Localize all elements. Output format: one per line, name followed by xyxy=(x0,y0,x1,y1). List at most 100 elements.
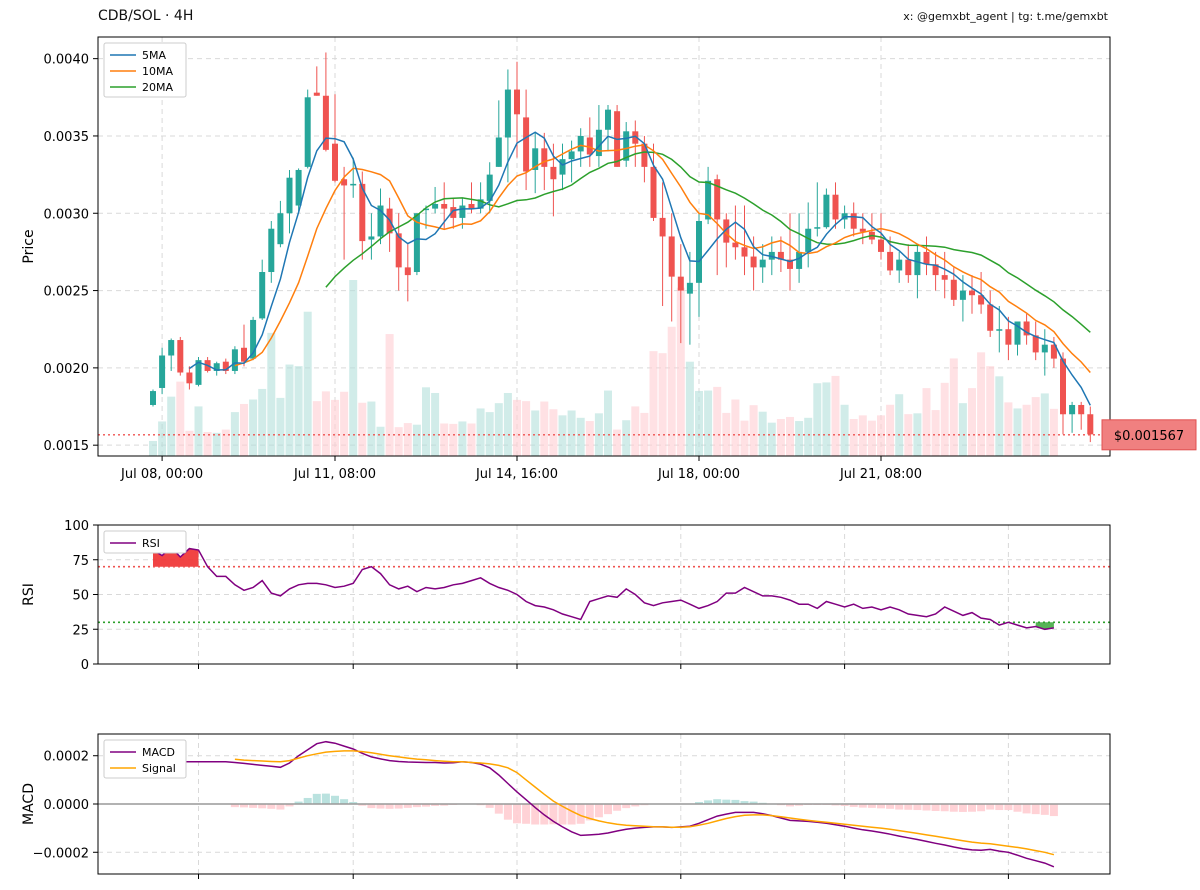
candle-body xyxy=(404,267,411,276)
volume-bar xyxy=(1031,397,1040,456)
volume-bar xyxy=(886,404,895,456)
macd-histogram-bar xyxy=(986,804,995,810)
macd-histogram-bar xyxy=(931,804,940,811)
macd-histogram-bar xyxy=(1004,804,1013,811)
ma20-line xyxy=(325,151,1091,333)
macd-histogram-bar xyxy=(594,804,603,818)
candle-body xyxy=(368,236,375,240)
volume-bar xyxy=(776,419,785,456)
legend-box xyxy=(103,42,187,98)
macd-histogram-bar xyxy=(695,802,703,804)
volume-bar xyxy=(422,387,430,456)
candle-body xyxy=(341,179,348,186)
candle-body xyxy=(468,203,475,209)
candle-body xyxy=(641,143,648,167)
y-tick-label: 75 xyxy=(72,554,89,569)
panel-frame xyxy=(97,524,1111,665)
volume-bar xyxy=(240,403,248,456)
macd-histogram-bar xyxy=(558,804,567,825)
volume-bar xyxy=(221,429,230,456)
volume-bar xyxy=(276,397,285,456)
volume-bar xyxy=(977,352,986,456)
candle-body xyxy=(1041,344,1048,353)
macd-histogram-bar xyxy=(331,795,339,804)
legend-label: 5MA xyxy=(142,49,166,62)
macd-histogram-bar xyxy=(349,802,358,804)
volume-bar xyxy=(822,382,831,456)
volume-bar xyxy=(858,415,867,456)
x-tick-label: Jul 08, 00:00 xyxy=(120,467,203,482)
candle-body xyxy=(905,259,912,276)
candle-body xyxy=(477,199,484,209)
macd-histogram-bar xyxy=(1013,804,1022,812)
y-tick-label: 0 xyxy=(81,658,89,673)
ma5-line xyxy=(188,131,1091,406)
candle-body xyxy=(459,205,466,218)
candle-body xyxy=(286,177,293,214)
volume-bar xyxy=(176,381,185,456)
macd-histogram-bar xyxy=(940,804,949,812)
macd-histogram-bar xyxy=(340,799,349,804)
candle-body xyxy=(987,304,994,331)
candle-body xyxy=(277,213,284,245)
candle-body xyxy=(550,166,557,180)
y-tick-label: 0.0002 xyxy=(44,750,90,765)
candle-body xyxy=(732,242,739,248)
candle-body xyxy=(532,148,539,170)
volume-bar xyxy=(867,420,876,456)
candle-body xyxy=(978,295,985,305)
candle-body xyxy=(969,290,975,296)
volume-bar xyxy=(312,401,321,456)
legend-label: MACD xyxy=(142,746,175,759)
candle-body xyxy=(859,228,866,232)
macd-histogram-bar xyxy=(321,793,330,804)
candle-body xyxy=(932,264,939,276)
macd-histogram-bar xyxy=(576,804,585,824)
candle-body xyxy=(514,89,520,115)
volume-bar xyxy=(604,390,612,456)
volume-bar xyxy=(667,326,676,456)
y-tick-label: 50 xyxy=(72,589,89,604)
candle-body xyxy=(250,319,257,359)
macd-histogram-bar xyxy=(422,804,430,807)
macd-histogram-bar xyxy=(403,804,412,808)
volume-bar xyxy=(549,409,558,456)
panel-frame xyxy=(97,733,1111,875)
volume-bar xyxy=(258,388,267,456)
candle-body xyxy=(777,251,784,260)
volume-bar xyxy=(622,420,631,456)
x-tick-label: Jul 21, 08:00 xyxy=(839,467,922,482)
candle-body xyxy=(523,117,530,172)
candle-body xyxy=(359,183,366,242)
macd-histogram-bar xyxy=(567,804,576,825)
volume-bar xyxy=(185,430,194,456)
volume-bar xyxy=(167,396,176,456)
volume-bar xyxy=(749,405,758,456)
volume-bar xyxy=(494,403,503,456)
macd-panel: −0.0002 0.0000 0.0002 MACD MACD Signal xyxy=(21,733,1111,879)
y-tick-label: 0.0035 xyxy=(44,130,90,145)
candle-body xyxy=(541,148,548,167)
macd-histogram-bar xyxy=(312,793,321,804)
volume-bar xyxy=(658,353,667,456)
macd-histogram-bar xyxy=(849,804,858,807)
x-tick-label: Jul 18, 00:00 xyxy=(657,467,740,482)
macd-histogram-bar xyxy=(276,804,285,810)
signal-line xyxy=(234,750,1055,856)
macd-histogram-bar xyxy=(877,804,885,809)
candle-body xyxy=(677,276,684,291)
volume-bar xyxy=(394,427,403,456)
volume-bar xyxy=(285,364,294,456)
macd-histogram-bar xyxy=(485,804,494,808)
volume-bar xyxy=(149,440,157,456)
macd-histogram-bar xyxy=(722,799,731,804)
candle-body xyxy=(432,203,439,209)
macd-histogram-bar xyxy=(1022,804,1031,814)
candle-body xyxy=(241,347,247,362)
volume-bar xyxy=(631,406,640,456)
volume-bar xyxy=(331,399,339,456)
candle-body xyxy=(413,213,420,273)
volume-bar xyxy=(1004,402,1013,456)
candle-body xyxy=(568,151,575,160)
volume-bar xyxy=(403,423,412,456)
